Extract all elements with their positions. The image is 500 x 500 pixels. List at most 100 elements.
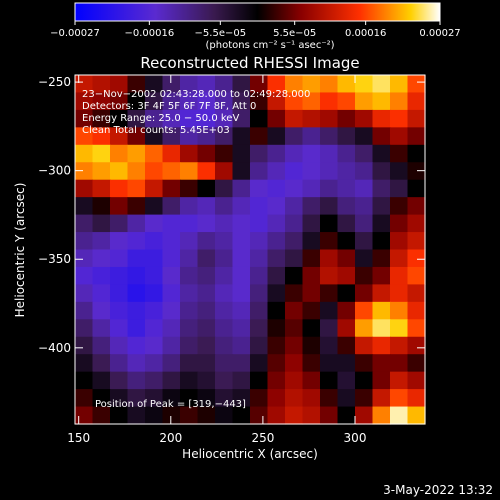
- heatmap-cell: [180, 92, 199, 111]
- heatmap-cell: [197, 197, 216, 216]
- x-tick-label: 300: [344, 431, 367, 445]
- heatmap-cell: [180, 354, 199, 373]
- heatmap-cell: [75, 127, 94, 146]
- heatmap-cell: [250, 92, 269, 111]
- heatmap-cell: [390, 75, 409, 94]
- heatmap-cell: [390, 232, 409, 251]
- heatmap-cell: [110, 284, 129, 303]
- heatmap-cell: [215, 232, 234, 251]
- heatmap-cell: [320, 284, 339, 303]
- heatmap-cell: [232, 354, 251, 373]
- heatmap-cell: [92, 232, 111, 251]
- heatmap-cell: [285, 284, 304, 303]
- heatmap-cell: [75, 319, 94, 338]
- heatmap-cell: [267, 144, 286, 163]
- heatmap-cell: [127, 319, 146, 338]
- heatmap-cell: [162, 162, 181, 181]
- heatmap-cell: [355, 179, 374, 198]
- heatmap-cell: [232, 249, 251, 268]
- colorbar-ticks: −0.00027 −0.00016 −5.5e−05 5.5e−05 0.00016 0.…: [50, 21, 461, 39]
- heatmap-cell: [390, 109, 409, 128]
- heatmap-cell: [407, 197, 426, 216]
- heatmap-cell: [250, 144, 269, 163]
- heatmap-cell: [75, 389, 94, 408]
- heatmap-cell: [250, 319, 269, 338]
- heatmap-cell: [145, 284, 164, 303]
- heatmap-cell: [390, 371, 409, 390]
- heatmap-cell: [390, 389, 409, 408]
- heatmap-cell: [407, 406, 426, 425]
- heatmap-cell: [75, 92, 94, 111]
- heatmap-cell: [355, 319, 374, 338]
- heatmap-cell: [302, 319, 321, 338]
- heatmap-cell: [267, 389, 286, 408]
- heatmap-cell: [372, 144, 391, 163]
- heatmap-cell: [232, 214, 251, 233]
- heatmap-cell: [127, 301, 146, 320]
- chart-title: Reconstructed RHESSI Image: [140, 54, 359, 72]
- heatmap-cell: [372, 249, 391, 268]
- heatmap-cell: [390, 179, 409, 198]
- heatmap-cell: [75, 249, 94, 268]
- heatmap-cell: [337, 249, 356, 268]
- heatmap-cell: [320, 232, 339, 251]
- heatmap-cell: [127, 284, 146, 303]
- heatmap-cell: [250, 249, 269, 268]
- heatmap-cell: [145, 406, 164, 425]
- heatmap-cell: [372, 214, 391, 233]
- heatmap-cell: [407, 75, 426, 94]
- heatmap-cell: [215, 389, 234, 408]
- heatmap-cell: [372, 389, 391, 408]
- heatmap-cell: [337, 389, 356, 408]
- heatmap-cell: [390, 354, 409, 373]
- heatmap-cell: [285, 144, 304, 163]
- heatmap-cell: [75, 214, 94, 233]
- heatmap-cell: [267, 336, 286, 355]
- heatmap-cell: [232, 92, 251, 111]
- heatmap-cell: [250, 232, 269, 251]
- heatmap-cell: [162, 144, 181, 163]
- heatmap-cell: [337, 144, 356, 163]
- heatmap-cell: [92, 301, 111, 320]
- heatmap-cell: [75, 371, 94, 390]
- y-axis-label: Heliocentric Y (arcsec): [13, 183, 27, 318]
- heatmap-cell: [337, 197, 356, 216]
- heatmap-cell: [215, 75, 234, 94]
- heatmap-cell: [127, 144, 146, 163]
- heatmap-cell: [372, 127, 391, 146]
- colorbar-unit-label: (photons cm⁻² s⁻¹ asec⁻²): [205, 40, 334, 51]
- heatmap-cell: [75, 232, 94, 251]
- heatmap-cell: [180, 266, 199, 285]
- heatmap-cell: [75, 336, 94, 355]
- heatmap-cell: [110, 75, 129, 94]
- heatmap-cell: [372, 75, 391, 94]
- heatmap-cell: [320, 162, 339, 181]
- heatmap-cell: [162, 249, 181, 268]
- heatmap-cell: [285, 232, 304, 251]
- heatmap-cell: [407, 354, 426, 373]
- heatmap-cell: [215, 336, 234, 355]
- heatmap-cell: [320, 406, 339, 425]
- heatmap-cell: [75, 109, 94, 128]
- heatmap-cell: [92, 319, 111, 338]
- heatmap-cell: [337, 406, 356, 425]
- heatmap-cell: [110, 162, 129, 181]
- heatmap-cell: [267, 406, 286, 425]
- heatmap-cell: [162, 232, 181, 251]
- heatmap-cell: [390, 162, 409, 181]
- heatmap-cell: [390, 266, 409, 285]
- heatmap-cell: [232, 336, 251, 355]
- heatmap-cell: [355, 92, 374, 111]
- annotation-line: Energy Range: 25.0 − 50.0 keV: [82, 113, 239, 124]
- peak-position-label: Position of Peak = [319,−443]: [95, 399, 246, 410]
- colorbar-tick-label: 0.00027: [419, 28, 460, 39]
- heatmap-cell: [145, 214, 164, 233]
- heatmap-cell: [180, 301, 199, 320]
- heatmap-cell: [320, 354, 339, 373]
- heatmap-cell: [162, 179, 181, 198]
- heatmap-cell: [180, 109, 199, 128]
- heatmap-cell: [337, 354, 356, 373]
- heatmap-cell: [215, 179, 234, 198]
- heatmap-cell: [180, 162, 199, 181]
- heatmap-cell: [355, 75, 374, 94]
